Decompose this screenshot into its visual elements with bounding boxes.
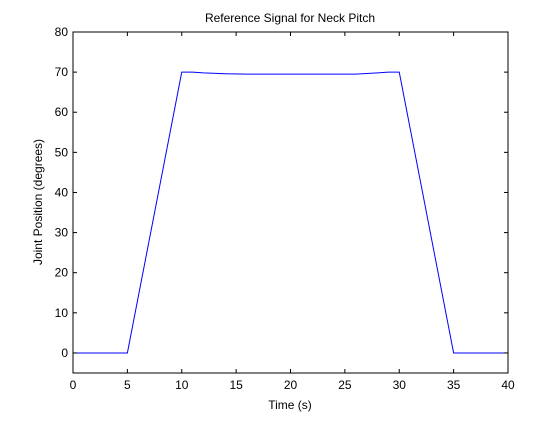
plot-area — [73, 32, 508, 373]
x-tick-label: 40 — [501, 378, 515, 392]
y-tick-label: 20 — [55, 266, 69, 280]
x-tick-label: 30 — [393, 378, 407, 392]
series-layer — [73, 71, 508, 354]
x-axis-label: Time (s) — [268, 398, 312, 412]
y-tick-label: 40 — [55, 185, 69, 199]
x-axis: 0 5 10 15 20 25 30 35 40 — [70, 32, 515, 392]
y-tick-label: 0 — [61, 346, 68, 360]
x-tick-label: 20 — [284, 378, 298, 392]
y-axis: 0 10 20 30 40 50 60 70 80 — [55, 25, 508, 360]
x-tick-label: 10 — [175, 378, 189, 392]
y-tick-label: 30 — [55, 226, 69, 240]
y-tick-label: 70 — [55, 65, 69, 79]
x-tick-label: 0 — [70, 378, 77, 392]
x-tick-label: 5 — [124, 378, 131, 392]
y-axis-label: Joint Position (degrees) — [31, 139, 45, 265]
y-tick-label: 50 — [55, 145, 69, 159]
x-tick-label: 15 — [229, 378, 243, 392]
y-tick-label: 60 — [55, 105, 69, 119]
chart-title: Reference Signal for Neck Pitch — [205, 11, 375, 25]
series-line — [73, 71, 508, 354]
x-tick-label: 25 — [338, 378, 352, 392]
y-tick-label: 80 — [55, 25, 69, 39]
x-tick-label: 35 — [447, 378, 461, 392]
y-tick-label: 10 — [55, 306, 69, 320]
